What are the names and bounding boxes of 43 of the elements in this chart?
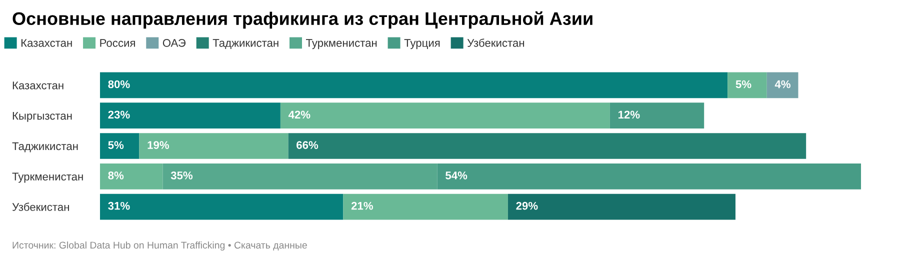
bar (288, 133, 806, 159)
y-tick-label: Узбекистан (12, 202, 69, 211)
legend-label: ОАЭ (162, 39, 186, 47)
y-tick-label: Таджикистан (12, 142, 78, 152)
data-label: 66% (296, 141, 318, 149)
legend-label: Таджикистан (212, 39, 278, 49)
bar (766, 72, 798, 98)
data-label: 5% (736, 80, 752, 88)
data-label: 5% (108, 141, 124, 149)
bar (100, 72, 728, 98)
data-label: 54% (446, 172, 468, 180)
data-label: 42% (288, 110, 310, 119)
data-label: 19% (148, 141, 170, 149)
bar (508, 194, 736, 220)
data-label: 31% (108, 202, 130, 210)
legend-label: Узбекистан (467, 38, 524, 47)
bar (100, 194, 344, 220)
bar (610, 102, 704, 129)
bar (343, 194, 508, 220)
bar (100, 163, 163, 190)
bar (162, 163, 438, 190)
bar (100, 102, 280, 129)
data-label: 12% (618, 110, 640, 119)
data-label: 4% (774, 80, 790, 88)
bar (728, 72, 767, 98)
chart-title: Основные направления трафикинга из стран Центральной Азии (12, 11, 592, 29)
legend-label: Россия (100, 39, 135, 47)
bar (280, 102, 610, 129)
data-label: 29% (516, 202, 538, 210)
data-label: 23% (108, 110, 130, 119)
data-label: 35% (170, 172, 193, 180)
y-tick-label: Казахстан (12, 82, 64, 90)
y-tick-label: Кыргызстан (12, 112, 72, 122)
y-tick-label: Туркменистан (12, 172, 83, 183)
bar (100, 133, 140, 159)
data-label: 8% (108, 172, 124, 180)
legend-label: Туркменистан (306, 39, 377, 50)
text: Источник: Global Data Hub on Human Trafficking • Скачать данные (12, 241, 307, 251)
data-label: 21% (351, 202, 373, 210)
bar (139, 133, 288, 159)
legend-label: Турция (404, 39, 440, 50)
data-label: 80% (108, 80, 130, 88)
bar (437, 163, 861, 190)
